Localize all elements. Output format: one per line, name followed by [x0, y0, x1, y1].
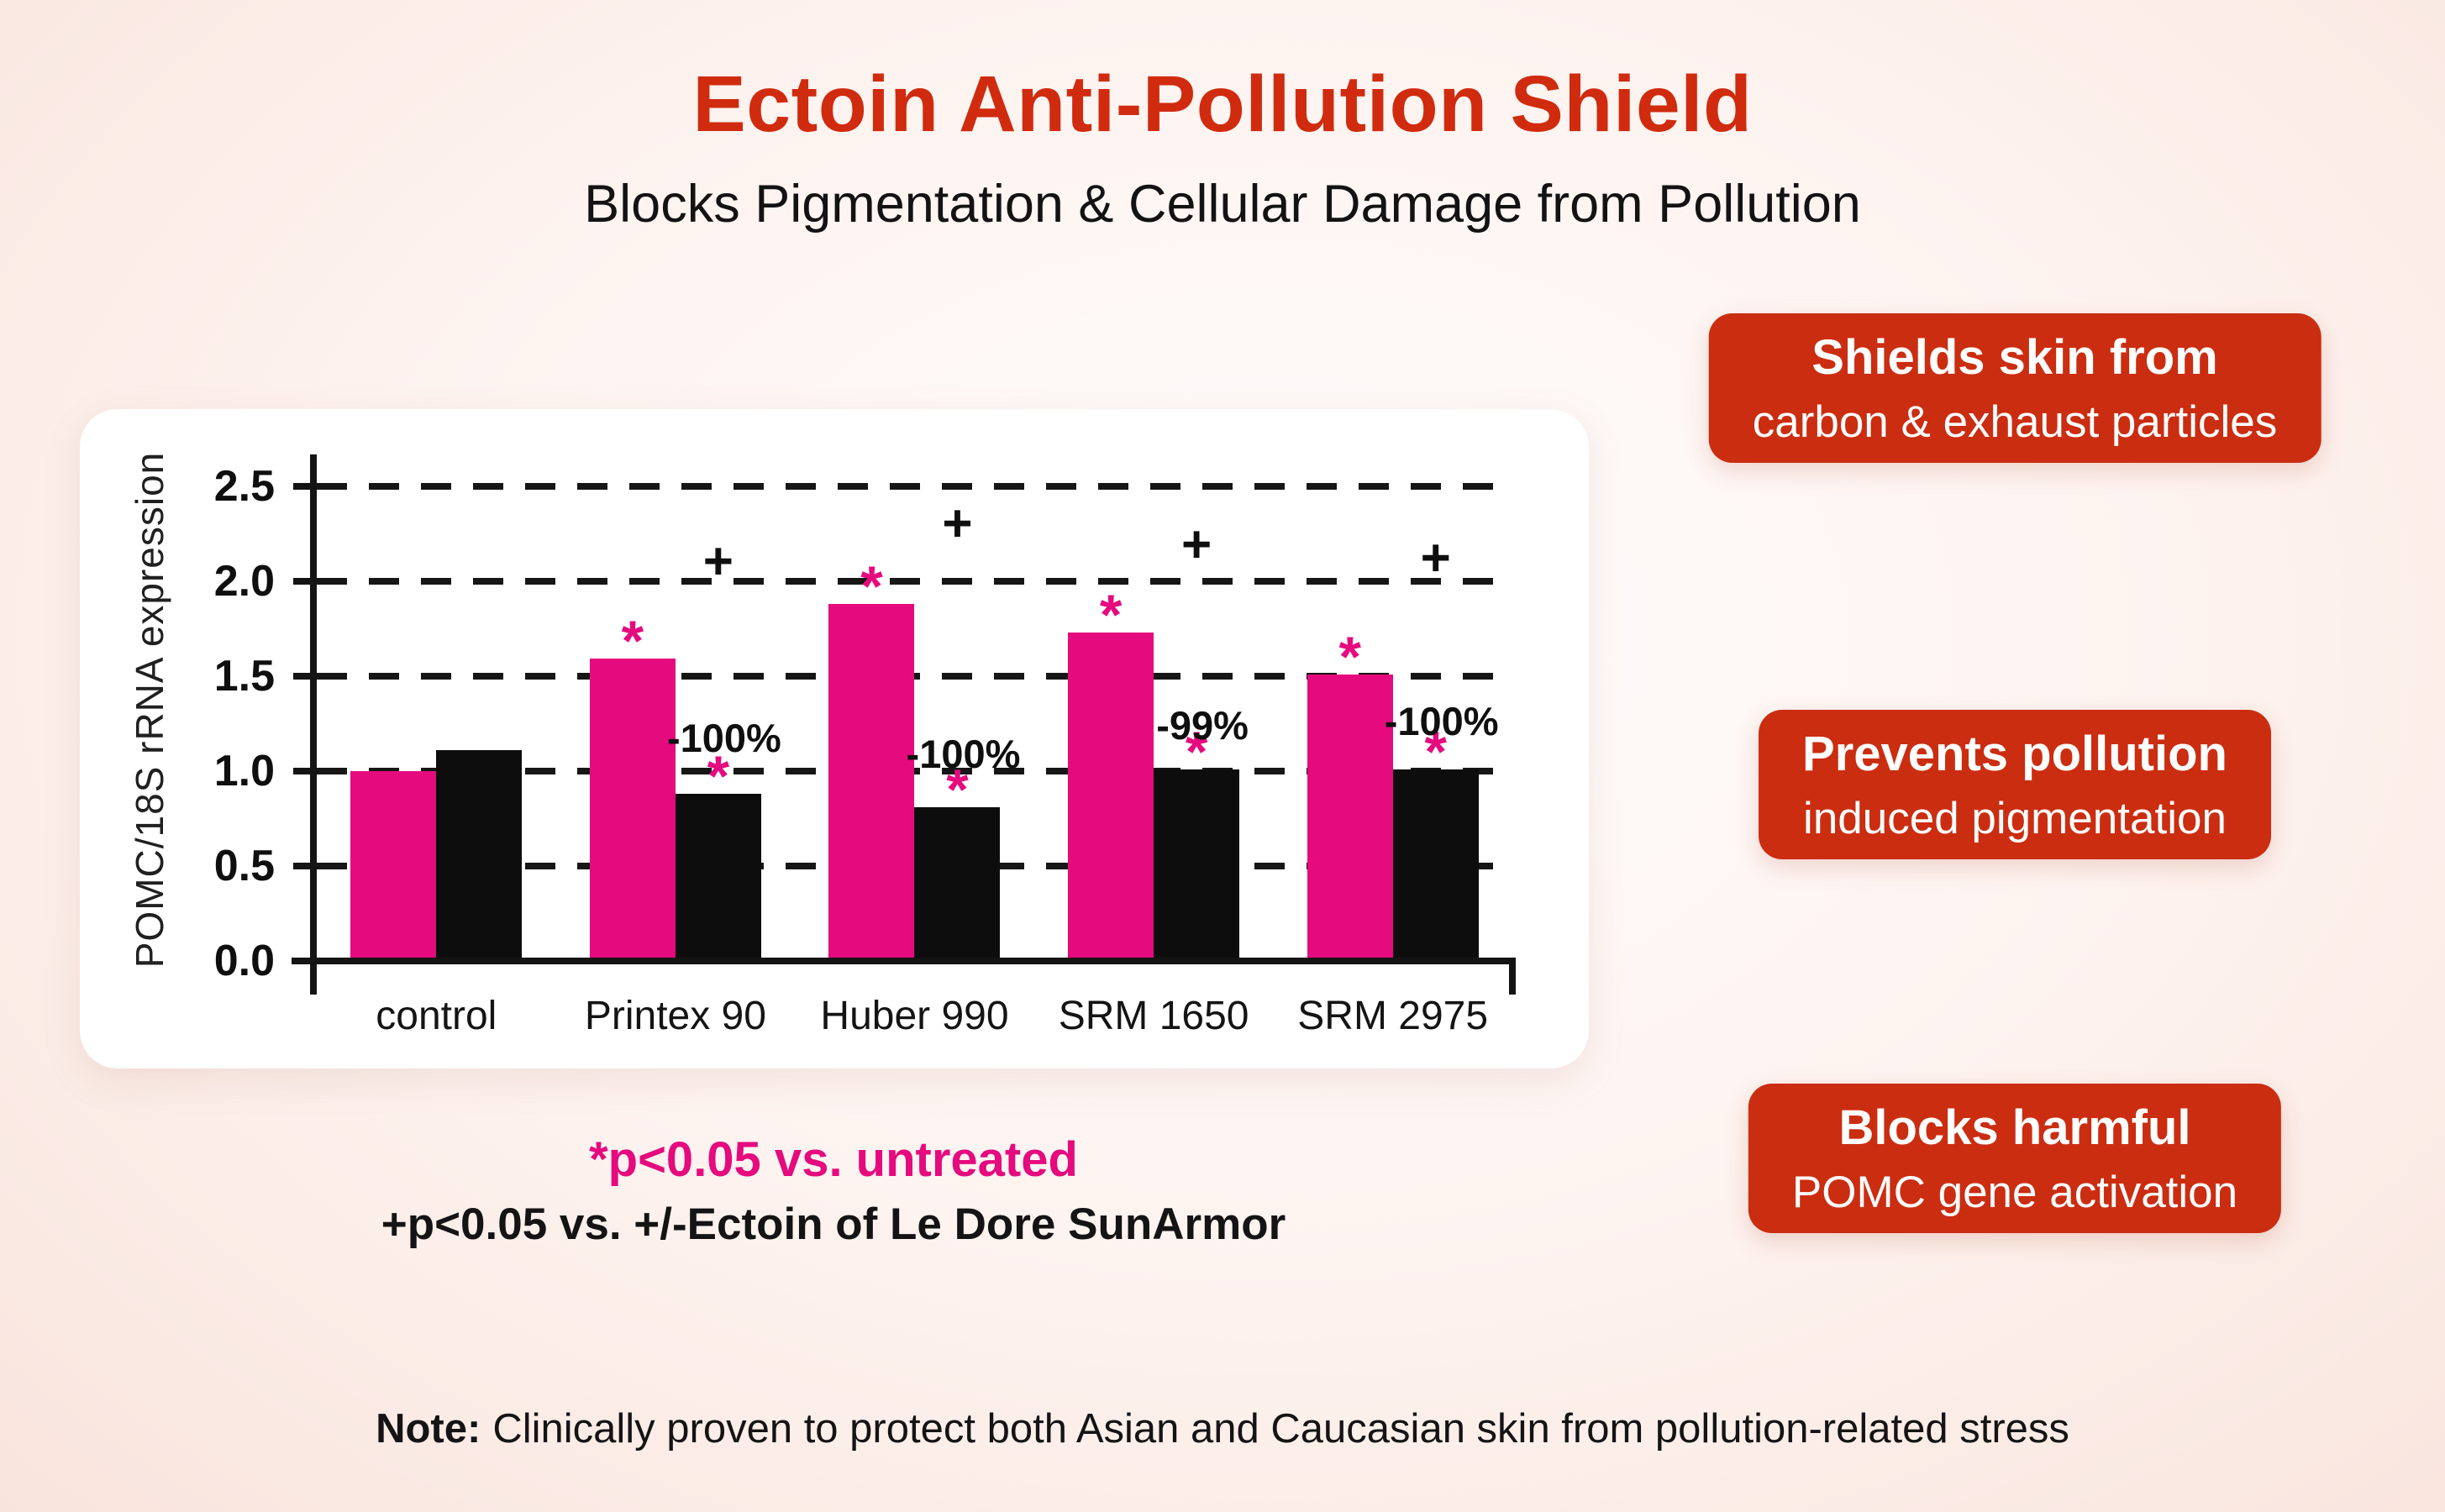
- significance-star: *: [860, 554, 883, 618]
- y-tick-label: 1.5: [213, 651, 275, 701]
- bar-pink: [350, 770, 437, 961]
- bar-groups: control * * Printex 90 -100% + * * Huber 990 -100…: [317, 459, 1512, 1038]
- y-tick: [293, 577, 317, 585]
- bar-group: * * Huber 990 -100% +: [795, 459, 1034, 1038]
- bar-pink: *: [828, 558, 915, 961]
- category-label: SRM 2975: [1297, 994, 1489, 1038]
- y-axis-line: [310, 454, 317, 995]
- bar-group: * * SRM 1650 -99% +: [1034, 459, 1274, 1038]
- bar-black: *: [914, 761, 1001, 961]
- bar-pink: *: [589, 612, 676, 961]
- header: Ectoin Anti-Pollution Shield Blocks Pigm…: [0, 60, 2445, 234]
- callout-line1: Blocks harmful: [1838, 1100, 2191, 1155]
- y-tick-label: 2.0: [213, 556, 275, 606]
- bar-group: * * Printex 90 -100% +: [556, 459, 796, 1038]
- plus-marker: +: [702, 533, 734, 591]
- bar-black: *: [1392, 723, 1479, 961]
- x-axis-end-tick: [1509, 958, 1516, 995]
- percent-change-label: -100%: [1384, 699, 1499, 744]
- plus-marker: +: [1420, 528, 1451, 587]
- callout-line2: POMC gene activation: [1791, 1168, 2238, 1217]
- significance-star: *: [946, 757, 969, 822]
- callout-prevents-pigmentation: Prevents pollution induced pigmentation: [1759, 710, 2271, 859]
- legend-star-note: *p<0.05 vs. untreated: [589, 1132, 1078, 1187]
- bar-pair: * *: [589, 612, 761, 961]
- gridline: [317, 577, 1512, 585]
- bar-group: * * SRM 2975 -100% +: [1273, 459, 1512, 1038]
- bar-group: control: [317, 459, 556, 1038]
- category-label: Huber 990: [820, 994, 1009, 1038]
- significance-star: *: [707, 744, 730, 808]
- footnote-label: Note:: [376, 1406, 481, 1452]
- callout-line1: Prevents pollution: [1802, 727, 2227, 781]
- y-tick: [293, 482, 317, 490]
- bar-black: [436, 750, 523, 961]
- category-label: control: [376, 994, 497, 1038]
- callout-line1: Shields skin from: [1811, 330, 2218, 385]
- gridline: [317, 482, 1512, 490]
- legend-plus-note: +p<0.05 vs. +/-Ectoin of Le Dore SunArmo…: [381, 1200, 1286, 1249]
- category-label: Printex 90: [584, 994, 766, 1038]
- callout-line2: carbon & exhaust particles: [1752, 397, 2278, 447]
- significance-legend: *p<0.05 vs. untreated +p<0.05 vs. +/-Ect…: [381, 1132, 1286, 1252]
- page-title: Ectoin Anti-Pollution Shield: [692, 60, 1753, 149]
- plus-marker: +: [1180, 515, 1212, 574]
- category-label: SRM 1650: [1058, 994, 1249, 1038]
- y-tick: [293, 672, 317, 680]
- footnote-text: Clinically proven to protect both Asian …: [492, 1406, 2069, 1452]
- bar-pair: * *: [828, 558, 1001, 961]
- bar-black: *: [1154, 723, 1240, 961]
- percent-change-label: -100%: [666, 716, 781, 761]
- y-tick-label: 0.5: [213, 841, 275, 890]
- significance-star: *: [1099, 582, 1123, 647]
- percent-change-label: -99%: [1156, 702, 1249, 748]
- y-tick-label: 1.0: [213, 746, 275, 795]
- plus-marker: +: [942, 494, 973, 553]
- bar-black: *: [675, 748, 761, 961]
- y-tick-label: 0.0: [213, 937, 275, 985]
- bar-pair: [350, 750, 523, 961]
- plot-area: 0.0 0.5 1.0 1.5 2.0 2.5 control * * Printex 90 -10…: [214, 454, 1516, 1038]
- significance-star: *: [1338, 624, 1361, 689]
- chart-panel: POMC/18S rRNA expression 0.0 0.5 1.0 1.5 2.0…: [80, 409, 1589, 1068]
- bar-pink: *: [1068, 586, 1154, 961]
- bar-pair: * *: [1068, 586, 1240, 961]
- percent-change-label: -100%: [906, 731, 1021, 776]
- gridline: [317, 672, 1512, 680]
- bar-pink: *: [1307, 628, 1393, 961]
- x-axis-line: [292, 958, 1512, 964]
- callout-line2: induced pigmentation: [1803, 794, 2227, 843]
- y-tick: [293, 767, 317, 774]
- callout-shields-skin: Shields skin from carbon & exhaust parti…: [1708, 313, 2321, 463]
- significance-star: *: [621, 609, 644, 674]
- footnote: Note: Clinically proven to protect both A…: [376, 1404, 2069, 1453]
- y-tick: [293, 862, 317, 869]
- page-subtitle: Blocks Pigmentation & Cellular Damage fr…: [584, 174, 1861, 234]
- gridline: [317, 767, 1512, 774]
- y-tick-label: 2.5: [213, 461, 275, 511]
- callout-blocks-pomc: Blocks harmful POMC gene activation: [1748, 1084, 2282, 1233]
